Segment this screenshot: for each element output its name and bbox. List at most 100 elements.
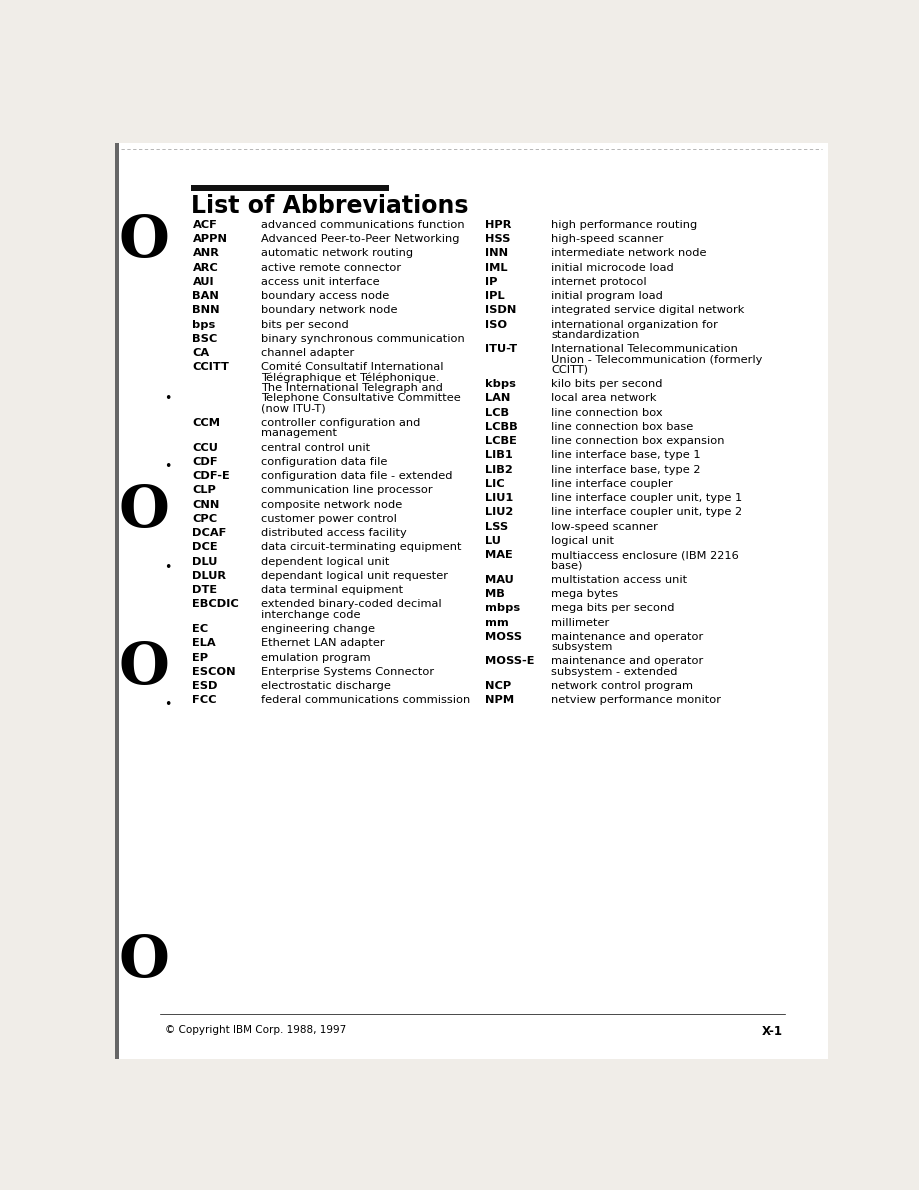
- Text: boundary access node: boundary access node: [260, 292, 389, 301]
- Text: central control unit: central control unit: [260, 443, 369, 452]
- Text: ACF: ACF: [192, 220, 217, 230]
- Text: LIC: LIC: [485, 478, 505, 489]
- Text: channel adapter: channel adapter: [260, 347, 354, 358]
- Text: CNN: CNN: [192, 500, 220, 509]
- Text: integrated service digital network: integrated service digital network: [550, 306, 743, 315]
- Text: high-speed scanner: high-speed scanner: [550, 234, 663, 244]
- Text: •: •: [164, 562, 171, 575]
- Text: composite network node: composite network node: [260, 500, 402, 509]
- Text: ANR: ANR: [192, 249, 219, 258]
- Text: network control program: network control program: [550, 681, 693, 691]
- Text: maintenance and operator: maintenance and operator: [550, 657, 703, 666]
- Text: CCM: CCM: [192, 418, 221, 428]
- Text: •: •: [164, 699, 171, 712]
- Text: LIB1: LIB1: [485, 450, 513, 461]
- Text: electrostatic discharge: electrostatic discharge: [260, 681, 391, 691]
- Text: ELA: ELA: [192, 638, 216, 649]
- Text: NCP: NCP: [485, 681, 511, 691]
- Text: configuration data file: configuration data file: [260, 457, 387, 466]
- Text: netview performance monitor: netview performance monitor: [550, 695, 720, 706]
- Text: active remote connector: active remote connector: [260, 263, 401, 273]
- Text: List of Abbreviations: List of Abbreviations: [191, 194, 468, 218]
- Text: configuration data file - extended: configuration data file - extended: [260, 471, 452, 481]
- Text: FCC: FCC: [192, 695, 217, 706]
- Text: internet protocol: internet protocol: [550, 277, 646, 287]
- Text: CDF: CDF: [192, 457, 218, 466]
- Text: HPR: HPR: [485, 220, 511, 230]
- Text: DCE: DCE: [192, 543, 218, 552]
- Text: emulation program: emulation program: [260, 652, 370, 663]
- Text: initial program load: initial program load: [550, 292, 663, 301]
- Text: controller configuration and: controller configuration and: [260, 418, 420, 428]
- Text: dependent logical unit: dependent logical unit: [260, 557, 389, 566]
- Text: line interface coupler unit, type 2: line interface coupler unit, type 2: [550, 507, 742, 518]
- Text: bits per second: bits per second: [260, 319, 348, 330]
- Text: Télégraphique et Téléphonique.: Télégraphique et Téléphonique.: [260, 372, 438, 383]
- Text: ARC: ARC: [192, 263, 218, 273]
- Text: line interface coupler unit, type 1: line interface coupler unit, type 1: [550, 493, 742, 503]
- Text: line connection box: line connection box: [550, 408, 663, 418]
- Text: APPN: APPN: [192, 234, 227, 244]
- Text: CLP: CLP: [192, 486, 216, 495]
- Text: CDF-E: CDF-E: [192, 471, 230, 481]
- Text: HSS: HSS: [485, 234, 510, 244]
- Text: management: management: [260, 428, 336, 438]
- Text: multistation access unit: multistation access unit: [550, 575, 686, 584]
- Text: O: O: [119, 483, 169, 539]
- Text: (now ITU-T): (now ITU-T): [260, 403, 325, 414]
- Text: logical unit: logical unit: [550, 536, 614, 546]
- Text: O: O: [119, 933, 169, 989]
- Text: BNN: BNN: [192, 306, 220, 315]
- Text: federal communications commission: federal communications commission: [260, 695, 470, 706]
- Text: standardization: standardization: [550, 330, 639, 340]
- Text: Telephone Consultative Committee: Telephone Consultative Committee: [260, 394, 460, 403]
- Text: data terminal equipment: data terminal equipment: [260, 585, 403, 595]
- Text: BAN: BAN: [192, 292, 219, 301]
- Text: NPM: NPM: [485, 695, 514, 706]
- Text: Comité Consultatif International: Comité Consultatif International: [260, 362, 443, 372]
- Text: line interface coupler: line interface coupler: [550, 478, 673, 489]
- Text: distributed access facility: distributed access facility: [260, 528, 406, 538]
- Text: LCBB: LCBB: [485, 422, 517, 432]
- Text: Ethernet LAN adapter: Ethernet LAN adapter: [260, 638, 384, 649]
- Text: line connection box expansion: line connection box expansion: [550, 437, 724, 446]
- Text: CCU: CCU: [192, 443, 218, 452]
- Text: IP: IP: [485, 277, 497, 287]
- Text: customer power control: customer power control: [260, 514, 396, 524]
- Text: CPC: CPC: [192, 514, 218, 524]
- Text: low-speed scanner: low-speed scanner: [550, 521, 657, 532]
- Text: DCAF: DCAF: [192, 528, 227, 538]
- Text: boundary network node: boundary network node: [260, 306, 397, 315]
- Text: IML: IML: [485, 263, 507, 273]
- Text: LIB2: LIB2: [485, 464, 513, 475]
- Text: © Copyright IBM Corp. 1988, 1997: © Copyright IBM Corp. 1988, 1997: [165, 1026, 346, 1035]
- Text: LAN: LAN: [485, 394, 510, 403]
- Text: LIU1: LIU1: [485, 493, 513, 503]
- Text: LIU2: LIU2: [485, 507, 513, 518]
- Text: Union - Telecommunication (formerly: Union - Telecommunication (formerly: [550, 355, 762, 364]
- Text: line interface base, type 2: line interface base, type 2: [550, 464, 700, 475]
- Text: intermediate network node: intermediate network node: [550, 249, 706, 258]
- Text: line connection box base: line connection box base: [550, 422, 693, 432]
- Text: ISO: ISO: [485, 319, 507, 330]
- Text: MOSS: MOSS: [485, 632, 522, 641]
- Text: IPL: IPL: [485, 292, 505, 301]
- Text: ESD: ESD: [192, 681, 218, 691]
- Text: INN: INN: [485, 249, 508, 258]
- Text: mega bytes: mega bytes: [550, 589, 618, 599]
- Text: DLUR: DLUR: [192, 571, 226, 581]
- Text: International Telecommunication: International Telecommunication: [550, 344, 737, 355]
- Text: O: O: [119, 640, 169, 696]
- Text: multiaccess enclosure (IBM 2216: multiaccess enclosure (IBM 2216: [550, 550, 738, 560]
- Text: X-1: X-1: [761, 1026, 782, 1038]
- Text: communication line processor: communication line processor: [260, 486, 432, 495]
- Text: Advanced Peer-to-Peer Networking: Advanced Peer-to-Peer Networking: [260, 234, 459, 244]
- Text: high performance routing: high performance routing: [550, 220, 697, 230]
- Text: mm: mm: [485, 618, 508, 627]
- Text: MAU: MAU: [485, 575, 514, 584]
- Text: CCITT): CCITT): [550, 365, 587, 375]
- Text: CA: CA: [192, 347, 210, 358]
- Text: engineering change: engineering change: [260, 624, 374, 634]
- Text: base): base): [550, 560, 582, 570]
- Text: mbps: mbps: [485, 603, 520, 613]
